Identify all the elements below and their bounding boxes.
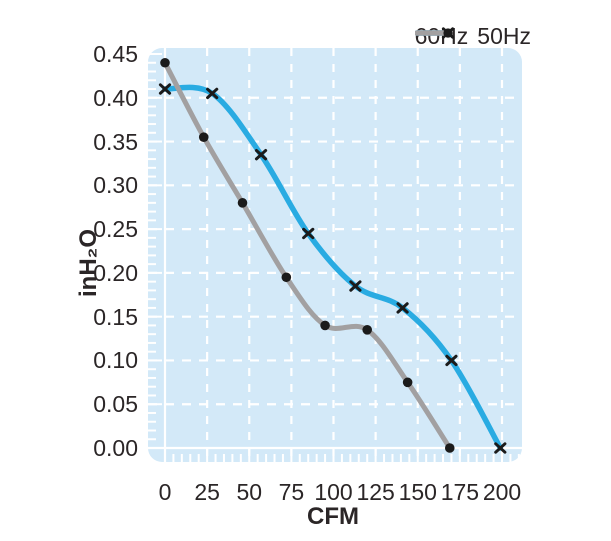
x-tick-label-125: 125 bbox=[356, 479, 395, 505]
y-tick-label-0.35: 0.35 bbox=[93, 128, 138, 155]
y-axis-title: inH₂O bbox=[75, 229, 102, 297]
x-tick-label-200: 200 bbox=[482, 479, 522, 505]
y-tick-label-0.00: 0.00 bbox=[93, 435, 138, 461]
marker-dot-50hz-1 bbox=[198, 132, 209, 142]
y-tick-label-0.10: 0.10 bbox=[93, 347, 138, 374]
y-tick-label-0.45: 0.45 bbox=[93, 41, 138, 67]
x-tick-label-150: 150 bbox=[398, 479, 437, 505]
y-tick-label-0.25: 0.25 bbox=[93, 216, 138, 243]
dot-marker-line-icon bbox=[414, 28, 453, 38]
x-tick-label-175: 175 bbox=[440, 479, 480, 505]
marker-dot-50hz-7 bbox=[444, 443, 455, 453]
legend-item-50hz: 50Hz bbox=[414, 23, 531, 49]
legend: 60Hz 50Hz bbox=[414, 23, 531, 49]
x-tick-label-25: 25 bbox=[194, 479, 220, 505]
marker-x-60hz-5 bbox=[396, 302, 409, 314]
x-tick-label-100: 100 bbox=[314, 479, 353, 505]
y-tick-label-0.20: 0.20 bbox=[93, 259, 138, 286]
marker-x-60hz-1 bbox=[206, 87, 219, 100]
x-tick-label-0: 0 bbox=[158, 479, 172, 505]
marker-x-60hz-7 bbox=[494, 442, 507, 454]
marker-dot-50hz-5 bbox=[362, 325, 373, 335]
marker-x-60hz-2 bbox=[254, 148, 268, 161]
y-tick-label-0.30: 0.30 bbox=[93, 172, 138, 199]
marker-dot-50hz-0 bbox=[160, 57, 170, 68]
marker-dot-50hz-3 bbox=[281, 272, 292, 283]
plot-background bbox=[148, 48, 522, 462]
marker-dot-50hz-4 bbox=[320, 320, 330, 331]
y-tick-label-0.40: 0.40 bbox=[93, 84, 138, 111]
legend-label-60hz: 60Hz bbox=[414, 23, 469, 49]
marker-x-60hz-4 bbox=[349, 280, 362, 292]
marker-dot-50hz-6 bbox=[402, 377, 413, 388]
x-tick-label-50: 50 bbox=[236, 479, 263, 505]
marker-x-60hz-3 bbox=[302, 227, 315, 240]
x-axis-title: CFM bbox=[307, 503, 359, 530]
marker-dot-50hz-2 bbox=[237, 198, 248, 208]
marker-x-60hz-6 bbox=[445, 354, 458, 367]
x-tick-label-75: 75 bbox=[278, 479, 305, 505]
y-tick-label-0.05: 0.05 bbox=[93, 391, 138, 418]
y-tick-label-0.15: 0.15 bbox=[93, 303, 138, 330]
legend-label-50hz: 50Hz bbox=[477, 23, 531, 49]
marker-x-60hz-0 bbox=[158, 83, 172, 95]
